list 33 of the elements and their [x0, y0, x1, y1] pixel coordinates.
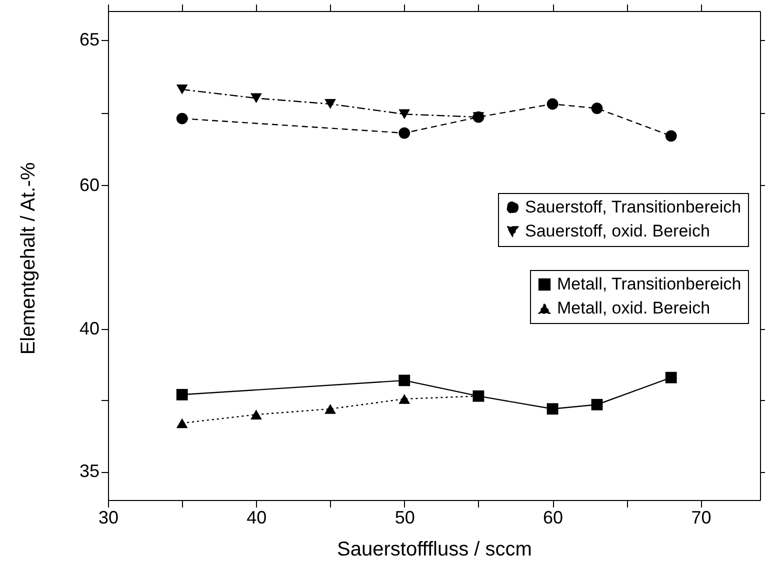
y-axis-title: Elementgehalt / At.-% [18, 162, 40, 355]
x-tick-label: 50 [394, 508, 415, 528]
point [398, 127, 410, 139]
y-tick-label: 65 [79, 30, 100, 50]
x-axis-title: Sauerstofffluss / sccm [337, 538, 532, 560]
point [250, 93, 262, 104]
point [591, 102, 603, 114]
legend-label: Sauerstoff, oxid. Bereich [525, 222, 710, 240]
point [546, 403, 558, 415]
legend-label: Metall, oxid. Bereich [557, 298, 710, 318]
y-tick-label: 40 [79, 318, 100, 339]
point [324, 99, 336, 109]
legend-label: Sauerstoff, Transitionbereich [525, 198, 742, 216]
point [398, 394, 410, 404]
point [591, 398, 603, 410]
x-tick-label: 30 [98, 508, 119, 528]
point [398, 374, 410, 386]
point [324, 404, 336, 414]
point [250, 410, 262, 420]
point [176, 112, 188, 124]
y-tick-label: 35 [79, 461, 100, 482]
x-tick-label: 70 [691, 508, 712, 528]
point [176, 388, 188, 400]
y-tick-label: 60 [79, 174, 100, 195]
legend-label: Metall, Transitionbereich [557, 274, 742, 294]
point [398, 109, 410, 120]
point [665, 372, 677, 384]
x-tick-label: 60 [543, 508, 564, 528]
x-tick-label: 40 [246, 508, 267, 528]
point [176, 84, 188, 94]
point [665, 130, 677, 142]
point [176, 418, 188, 428]
point [546, 98, 558, 110]
